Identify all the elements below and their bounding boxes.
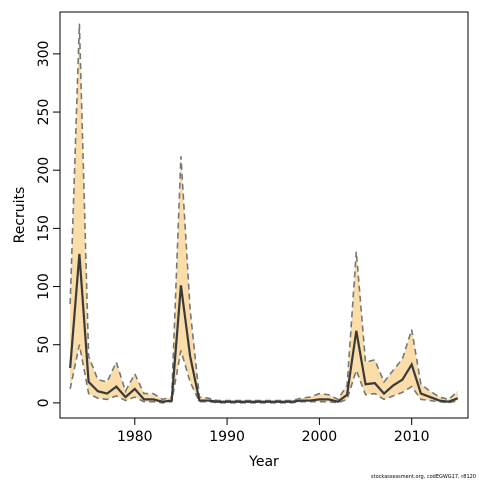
median-recruits-line xyxy=(69,253,459,403)
y-tick-label: 50 xyxy=(36,336,52,354)
x-tick-label: 2010 xyxy=(394,429,430,445)
y-tick-label: 0 xyxy=(36,398,52,407)
x-tick-label: 1990 xyxy=(209,429,245,445)
y-tick-label: 100 xyxy=(36,273,52,300)
x-axis-title: Year xyxy=(248,454,279,470)
y-axis-title: Recruits xyxy=(12,187,28,244)
y-axis: 0 50 100 150 200 250 300 xyxy=(36,41,60,407)
lower-bound-line xyxy=(69,344,459,404)
y-tick-label: 150 xyxy=(36,215,52,242)
series-line-layer xyxy=(69,23,459,404)
x-axis: 1980 1990 2000 2010 xyxy=(117,418,430,445)
plot-frame xyxy=(59,11,469,419)
x-tick-label: 2000 xyxy=(302,429,338,445)
footnote: stockassessment.org, codEGWG17, r8120 xyxy=(371,474,476,480)
y-tick-label: 300 xyxy=(36,41,52,68)
x-tick-label: 1980 xyxy=(117,429,153,445)
upper-bound-line xyxy=(69,23,459,402)
confidence-band-layer xyxy=(70,23,458,403)
y-tick-label: 250 xyxy=(36,99,52,126)
confidence-band xyxy=(70,23,458,403)
y-tick-label: 200 xyxy=(36,157,52,184)
